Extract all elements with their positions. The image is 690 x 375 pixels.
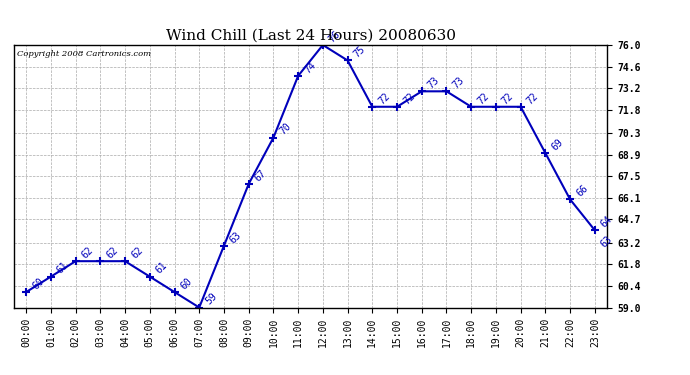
Text: 75: 75 [352,44,367,60]
Text: 63: 63 [599,234,614,249]
Text: 62: 62 [80,245,95,260]
Text: 72: 72 [475,91,491,106]
Text: 64: 64 [599,214,614,230]
Text: 69: 69 [549,137,565,152]
Text: 73: 73 [451,75,466,90]
Text: 72: 72 [377,91,392,106]
Text: 72: 72 [401,91,417,106]
Text: 74: 74 [302,60,317,75]
Text: 66: 66 [574,183,590,199]
Text: 72: 72 [500,91,515,106]
Text: 60: 60 [30,276,46,291]
Text: 61: 61 [154,261,169,276]
Text: 59: 59 [204,291,219,307]
Text: 63: 63 [228,230,244,245]
Text: 61: 61 [55,261,70,276]
Title: Wind Chill (Last 24 Hours) 20080630: Wind Chill (Last 24 Hours) 20080630 [166,28,455,42]
Text: 70: 70 [277,122,293,137]
Text: 76: 76 [327,29,342,44]
Text: 62: 62 [129,245,145,260]
Text: 72: 72 [525,91,540,106]
Text: Copyright 2008 Cartronics.com: Copyright 2008 Cartronics.com [17,50,151,58]
Text: 62: 62 [104,245,120,260]
Text: 73: 73 [426,75,442,90]
Text: 67: 67 [253,168,268,183]
Text: 60: 60 [179,276,194,291]
